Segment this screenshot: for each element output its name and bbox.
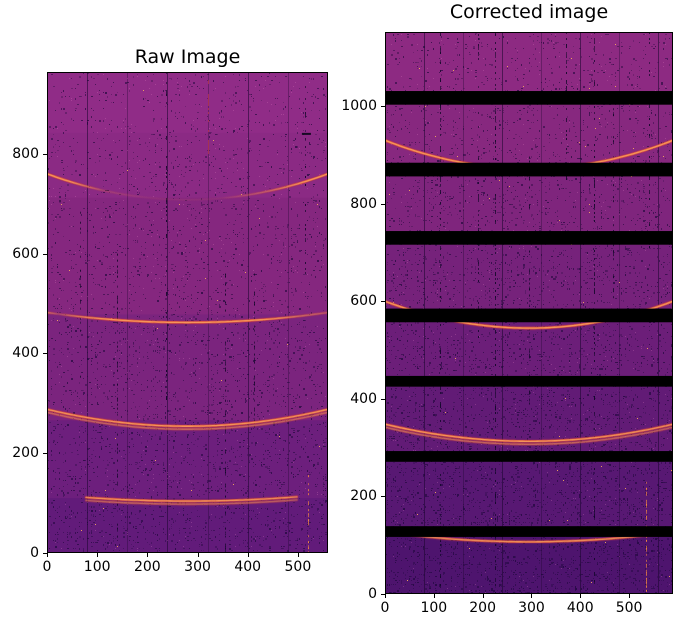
y-tick-mark	[381, 204, 385, 205]
raw-image-heatmap	[47, 72, 328, 553]
x-tick-mark	[298, 553, 299, 557]
x-tick-label: 500	[615, 600, 643, 616]
x-tick-mark	[483, 594, 484, 598]
x-tick-mark	[385, 594, 386, 598]
x-tick-label: 0	[42, 559, 52, 575]
y-tick-mark	[43, 553, 47, 554]
x-tick-label: 100	[420, 600, 448, 616]
corrected-image-title: Corrected image	[449, 1, 609, 23]
raw-image-title: Raw Image	[134, 46, 241, 68]
x-tick-label: 300	[184, 559, 211, 575]
x-tick-mark	[248, 553, 249, 557]
y-tick-label: 0	[30, 545, 39, 561]
x-tick-label: 300	[518, 600, 545, 616]
y-tick-mark	[381, 399, 385, 400]
y-tick-mark	[381, 106, 385, 107]
y-tick-mark	[381, 594, 385, 595]
y-tick-label: 800	[350, 195, 377, 212]
y-tick-label: 400	[12, 345, 39, 362]
y-tick-mark	[43, 154, 47, 155]
y-tick-label: 600	[12, 245, 39, 262]
y-tick-mark	[381, 301, 385, 302]
x-tick-mark	[97, 553, 98, 557]
x-tick-label: 500	[284, 559, 312, 575]
y-tick-label: 400	[350, 390, 377, 407]
x-tick-label: 200	[469, 600, 496, 616]
y-tick-mark	[381, 496, 385, 497]
x-tick-mark	[629, 594, 630, 598]
x-tick-label: 0	[380, 600, 390, 616]
y-tick-label: 200	[350, 488, 377, 505]
x-tick-label: 100	[83, 559, 111, 575]
x-tick-label: 400	[566, 600, 594, 616]
x-tick-mark	[47, 553, 48, 557]
x-tick-mark	[434, 594, 435, 598]
x-tick-label: 400	[234, 559, 262, 575]
y-tick-label: 0	[368, 586, 377, 602]
y-tick-label: 1000	[341, 98, 377, 115]
x-tick-mark	[531, 594, 532, 598]
y-tick-mark	[43, 254, 47, 255]
y-tick-label: 800	[12, 145, 39, 162]
y-tick-mark	[43, 353, 47, 354]
x-tick-mark	[580, 594, 581, 598]
y-tick-label: 600	[350, 293, 377, 310]
y-tick-label: 200	[12, 445, 39, 462]
x-tick-mark	[198, 553, 199, 557]
x-tick-label: 200	[133, 559, 161, 575]
corrected-image-heatmap	[385, 32, 673, 594]
x-tick-mark	[147, 553, 148, 557]
y-tick-mark	[43, 453, 47, 454]
